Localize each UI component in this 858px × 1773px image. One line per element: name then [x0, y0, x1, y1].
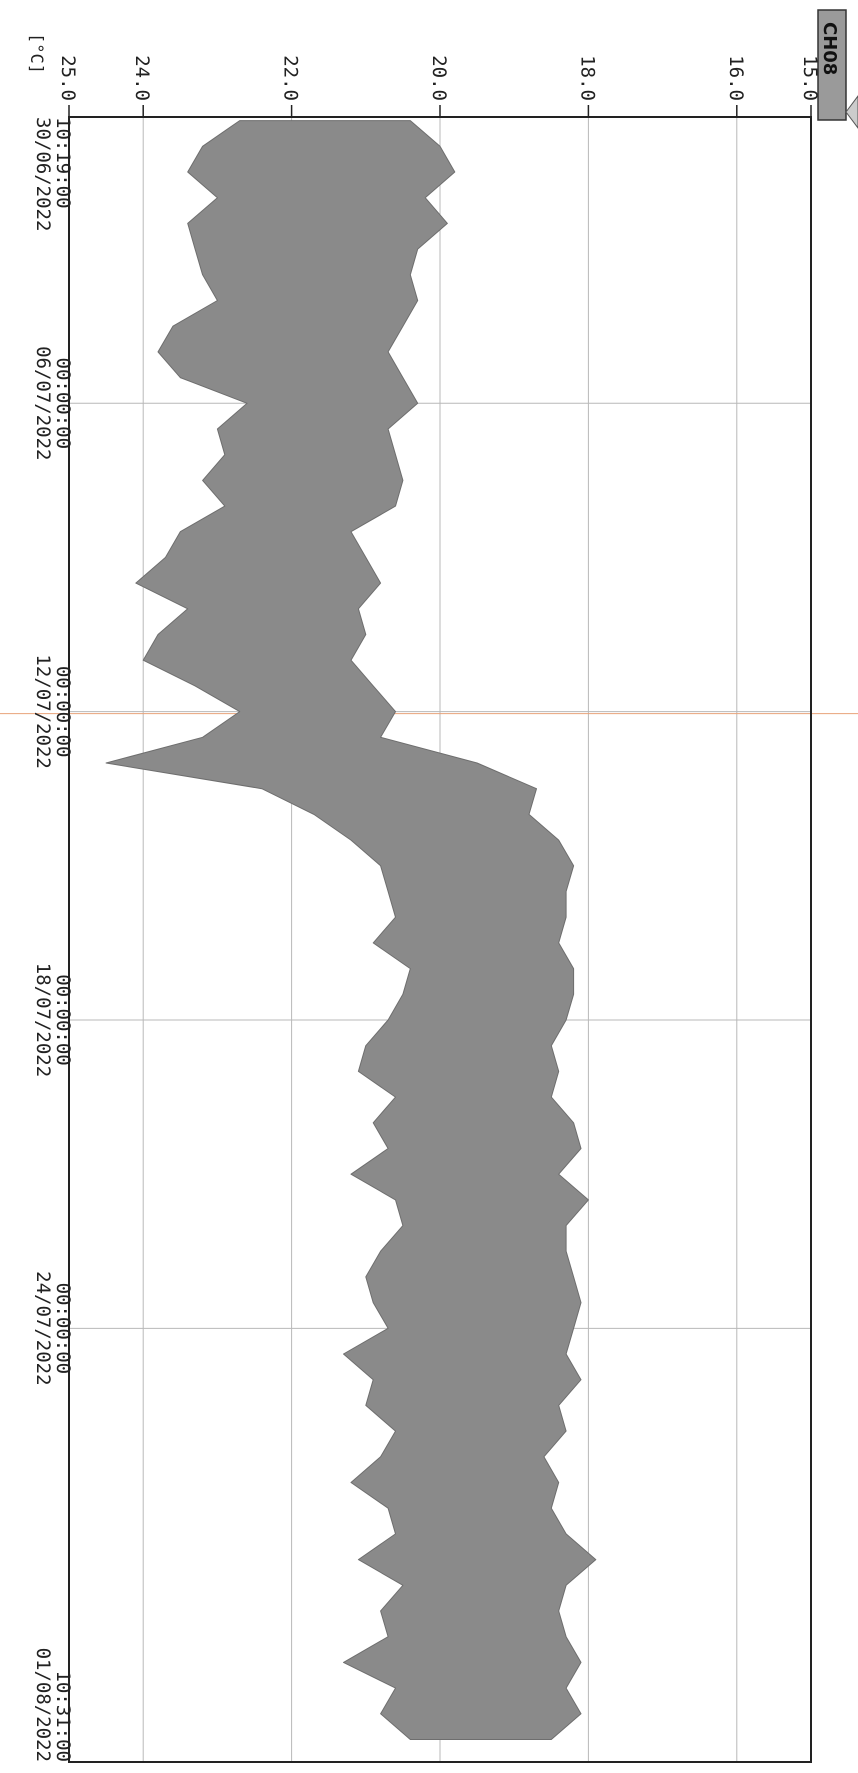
channel-tag: CH08: [817, 9, 858, 129]
x-tick-date-label: 01/08/2022: [32, 1648, 54, 1762]
x-tick-date-label: 18/07/2022: [32, 963, 54, 1077]
x-axis-ticks: 10:19:0030/06/202200:00:0006/07/202200:0…: [32, 117, 74, 1762]
x-tick-date-label: 06/07/2022: [32, 346, 54, 460]
y-tick-label: 24.0: [131, 55, 153, 101]
x-tick-time-label: 10:31:00: [52, 1670, 74, 1762]
x-tick-time-label: 00:00:00: [52, 1283, 74, 1375]
x-tick-time-label: 00:00:00: [52, 358, 74, 450]
x-tick-date-label: 12/07/2022: [32, 654, 54, 768]
series-band: [105, 120, 597, 1740]
x-tick-date-label: 24/07/2022: [32, 1271, 54, 1385]
channel-badge: [817, 9, 847, 121]
x-tick-date-label: 30/06/2022: [32, 117, 54, 231]
y-tick-label: 20.0: [428, 55, 450, 101]
y-axis-unit-label: [°C]: [26, 33, 46, 74]
channel-pointer-icon: [845, 95, 858, 129]
y-axis-ticks: 15.0 16.0 18.0 20.0 22.0 24.0 25.0: [57, 55, 821, 117]
channel-label: CH08: [819, 22, 840, 75]
temperature-series: [105, 120, 597, 1740]
y-tick-label: 22.0: [280, 55, 302, 101]
x-tick-time-label: 00:00:00: [52, 974, 74, 1066]
y-tick-label: 15.0: [799, 55, 821, 101]
y-tick-label: 25.0: [57, 55, 79, 101]
y-tick-label: 16.0: [725, 55, 747, 101]
x-tick-time-label: 00:00:00: [52, 666, 74, 758]
x-tick-time-label: 10:19:00: [52, 117, 74, 209]
y-tick-label: 18.0: [576, 55, 598, 101]
